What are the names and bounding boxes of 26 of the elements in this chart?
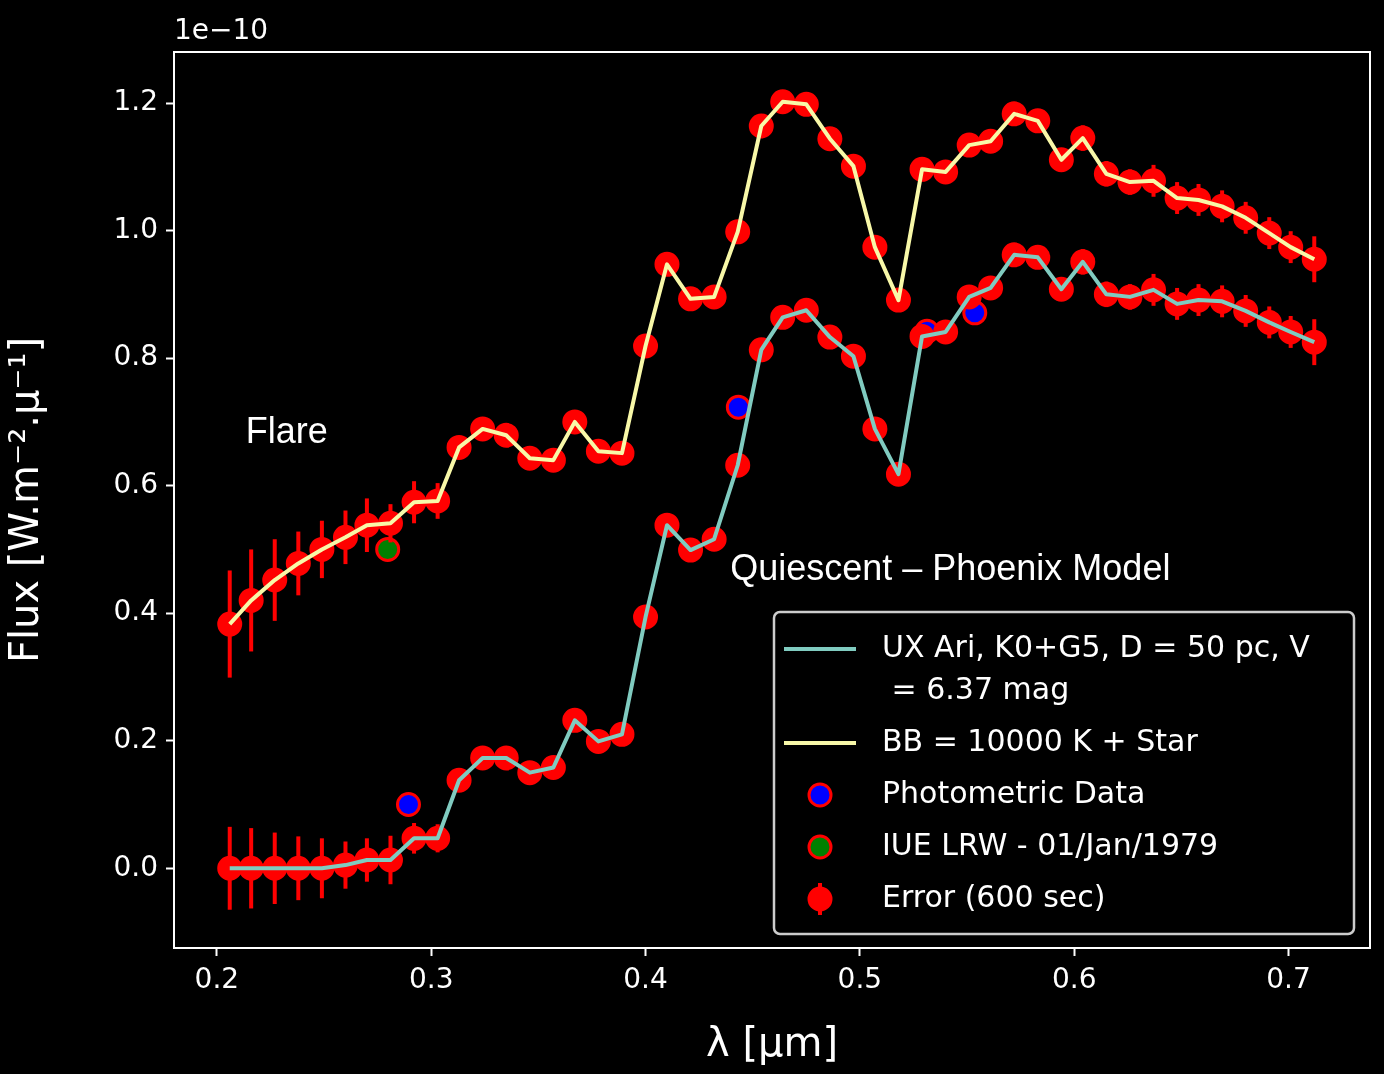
x-axis-title: λ [μm] bbox=[705, 1019, 839, 1066]
point bbox=[375, 536, 401, 562]
x-tick-label: 0.3 bbox=[408, 962, 454, 996]
text: 1e−10 bbox=[174, 13, 269, 47]
y-axis-title: Flux [W.m⁻².μ⁻¹] bbox=[1, 336, 48, 664]
annotation: Quiescent – Phoenix Model bbox=[730, 546, 1171, 588]
x-tick-label: 0.7 bbox=[1266, 962, 1311, 996]
y-tick-label: 0.0 bbox=[113, 849, 158, 883]
y-tick-label: 0.4 bbox=[113, 594, 158, 628]
y-tick-label: 1.0 bbox=[113, 211, 158, 245]
point bbox=[395, 792, 421, 818]
point bbox=[725, 394, 751, 420]
x-tick-label: 0.5 bbox=[837, 962, 883, 996]
y-tick-label: 0.2 bbox=[113, 722, 158, 756]
x-tick-label: 0.2 bbox=[194, 962, 240, 996]
legend-label: IUE LRW - 01/Jan/1979 bbox=[882, 826, 1219, 862]
legend-label: Error (600 sec) bbox=[882, 878, 1106, 914]
legend-label: UX Ari, K0+G5, D = 50 pc, V = 6.37 mag bbox=[882, 628, 1311, 706]
y-tick-label: 0.8 bbox=[113, 339, 158, 373]
legend-label: BB = 10000 K + Star bbox=[882, 722, 1199, 758]
y-tick-label: 0.6 bbox=[113, 466, 158, 500]
x-tick-label: 0.4 bbox=[623, 962, 668, 996]
y-tick-label: 1.2 bbox=[113, 84, 158, 118]
legend-label: Photometric Data bbox=[882, 774, 1146, 810]
annotation: Flare bbox=[245, 409, 328, 451]
x-tick-label: 0.6 bbox=[1051, 962, 1097, 996]
